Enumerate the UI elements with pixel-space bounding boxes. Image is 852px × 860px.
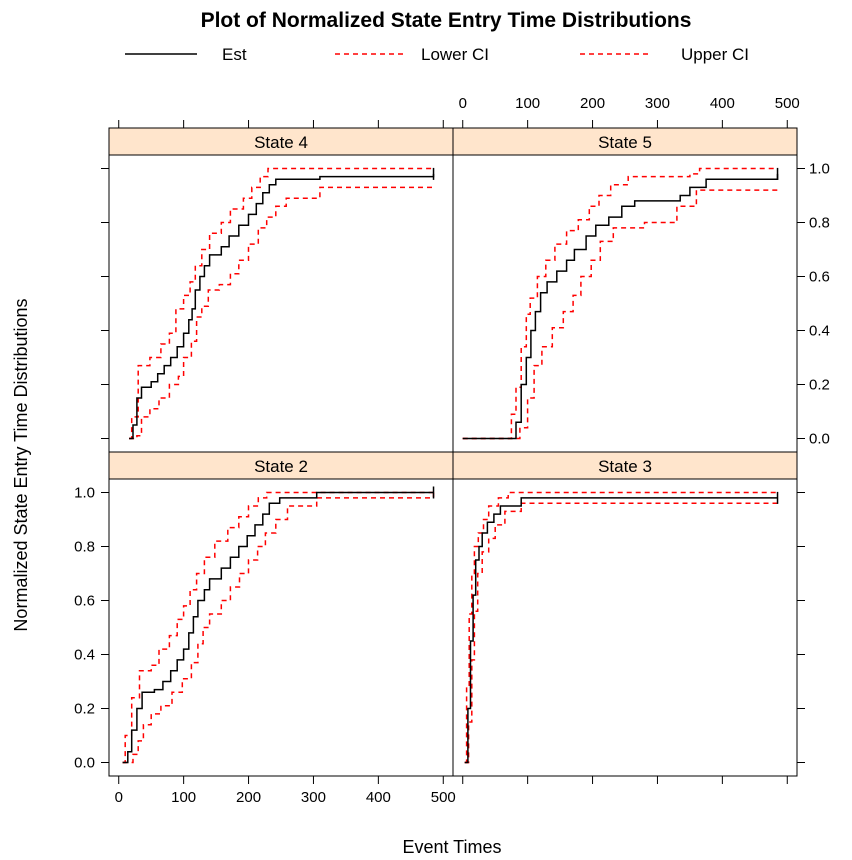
y-tick-label-right: 1.0 [809,161,830,178]
series-upper-ci-state-3 [464,491,778,764]
legend-label-est: Est [222,45,247,64]
x-tick-label-top: 200 [580,95,605,112]
x-tick-label-bottom: 400 [366,789,391,806]
panel-frame-state-5 [452,154,798,453]
x-tick-label-bottom: 100 [171,789,196,806]
y-tick-label-left: 0.8 [74,539,95,556]
y-tick-label-right: 0.6 [809,269,830,286]
series-est-state-5 [462,173,779,440]
strip-state-3 [452,451,798,480]
strip-label-state-2: State 2 [254,457,308,476]
panel-frame-state-2 [108,478,454,777]
x-tick-label-bottom: 300 [301,789,326,806]
legend-label-lower-ci: Lower CI [421,45,489,64]
panels: State 4 State 5 State 2 State 3 [108,127,798,777]
legend-label-upper-ci: Upper CI [681,45,749,64]
x-tick-label-bottom: 200 [236,789,261,806]
series-lower-ci-state-5 [462,187,779,440]
y-tick-label-left: 1.0 [74,485,95,502]
series-upper-ci-state-2 [122,491,434,764]
series-est-state-3 [464,497,778,764]
series-lower-ci-state-4 [129,186,434,440]
panel-state-3: State 3 [452,451,798,777]
legend: Est Lower CI Upper CI [125,45,749,64]
panel-frame-state-3 [452,478,798,777]
series-est-state-2 [122,491,434,764]
y-tick-label-left: 0.4 [74,647,95,664]
y-tick-label-right: 0.0 [809,431,830,448]
x-tick-label-bottom: 0 [115,789,123,806]
x-tick-label-top: 100 [515,95,540,112]
strip-state-4 [108,127,454,156]
panel-state-2: State 2 [108,451,454,777]
y-tick-label-right: 0.8 [809,215,830,232]
x-axis-label: Event Times [402,837,501,857]
series-est-state-4 [129,173,435,440]
strip-state-2 [108,451,454,480]
series-upper-ci-state-4 [129,167,434,440]
x-tick-label-top: 500 [775,95,800,112]
x-tick-label-top: 300 [645,95,670,112]
panel-state-4: State 4 [108,127,454,453]
x-tick-label-top: 0 [459,95,467,112]
panel-frame-state-4 [108,154,454,453]
y-tick-label-left: 0.2 [74,701,95,718]
series-upper-ci-state-5 [462,167,778,440]
strip-label-state-3: State 3 [598,457,652,476]
axis-ticks: 0 0 100 100 200 200 300 300 400 400 500 500 0.0 0.0 0.… [74,95,830,806]
series-lower-ci-state-3 [464,502,778,764]
y-tick-label-left: 0.0 [74,755,95,772]
x-tick-label-top: 400 [710,95,735,112]
strip-label-state-5: State 5 [598,133,652,152]
y-axis-label: Normalized State Entry Time Distribution… [11,298,31,631]
strip-label-state-4: State 4 [254,133,308,152]
strip-state-5 [452,127,798,156]
x-tick-label-bottom: 500 [431,789,456,806]
series-lower-ci-state-2 [122,492,435,764]
chart-title: Plot of Normalized State Entry Time Dist… [201,9,692,32]
y-tick-label-right: 0.2 [809,377,830,394]
y-tick-label-left: 0.6 [74,593,95,610]
y-tick-label-right: 0.4 [809,323,830,340]
panel-state-5: State 5 [452,127,798,453]
